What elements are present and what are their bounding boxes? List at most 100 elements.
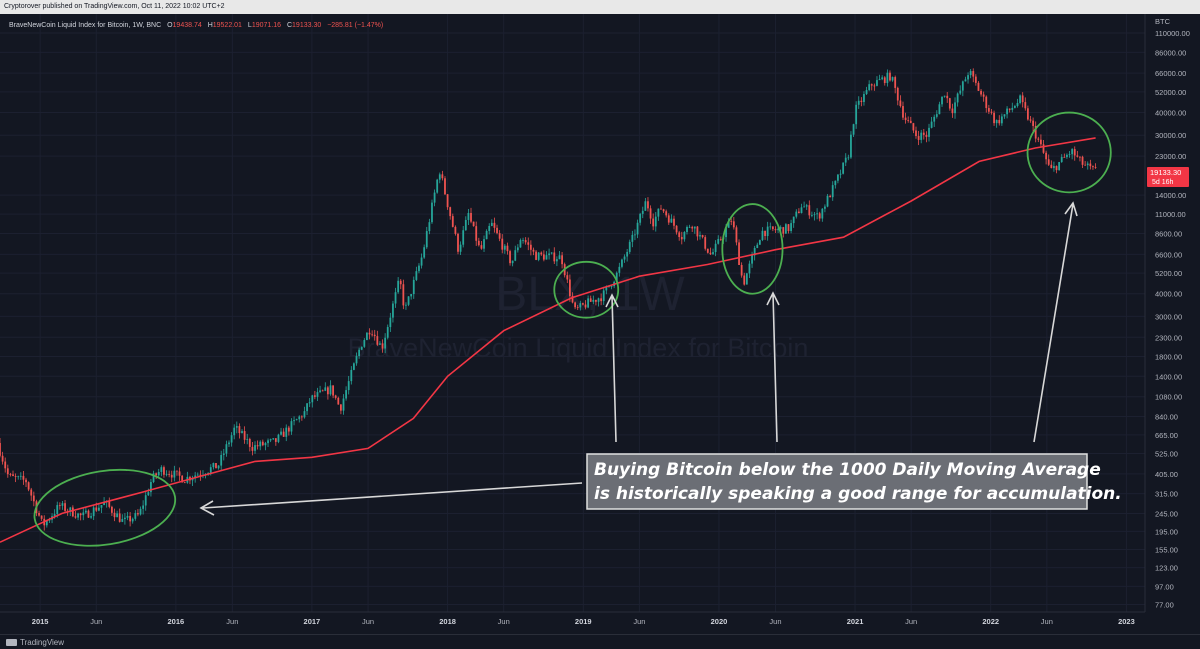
candle-body bbox=[399, 280, 402, 285]
candle-body bbox=[100, 505, 103, 508]
candle-body bbox=[147, 492, 150, 496]
candle-body bbox=[855, 104, 858, 125]
candle-body bbox=[402, 284, 405, 306]
candle-body bbox=[673, 218, 675, 226]
tradingview-icon bbox=[6, 639, 17, 646]
legend-close: 19133.30 bbox=[292, 22, 321, 29]
candle-body bbox=[134, 513, 137, 519]
candle-body bbox=[514, 250, 517, 261]
y-tick-label: 23000.00 bbox=[1155, 152, 1186, 161]
candle-body bbox=[647, 201, 649, 209]
candle-body bbox=[337, 397, 340, 405]
y-tick-label: 525.00 bbox=[1155, 449, 1178, 458]
candle-body bbox=[353, 363, 355, 370]
candle-body bbox=[493, 222, 496, 228]
candle-body bbox=[144, 495, 147, 506]
candle-body bbox=[608, 286, 610, 288]
candle-body bbox=[660, 208, 662, 210]
candle-body bbox=[150, 482, 152, 493]
candle-body bbox=[1006, 108, 1008, 115]
candle-body bbox=[303, 411, 306, 418]
price-tag: 19133.30 5d 16h bbox=[1147, 167, 1189, 187]
candle-body bbox=[191, 478, 194, 481]
price-chart[interactable]: BLX, 1W BraveNewCoin Liquid Index for Bi… bbox=[0, 14, 1200, 634]
y-tick-label: 14000.00 bbox=[1155, 191, 1186, 200]
candle-body bbox=[220, 454, 223, 466]
candle-body bbox=[467, 212, 470, 220]
candle-body bbox=[1019, 95, 1021, 103]
candle-body bbox=[516, 247, 519, 251]
candle-body bbox=[1058, 162, 1061, 171]
candle-body bbox=[826, 195, 829, 207]
candle-body bbox=[745, 273, 748, 285]
x-tick-label: 2020 bbox=[711, 617, 728, 626]
candle-body bbox=[1068, 154, 1071, 155]
candle-body bbox=[12, 474, 14, 476]
candle-body bbox=[631, 234, 634, 242]
candle-body bbox=[615, 272, 618, 282]
candle-body bbox=[969, 71, 972, 76]
y-tick-label: 30000.00 bbox=[1155, 131, 1186, 140]
y-tick-label: 155.00 bbox=[1155, 545, 1178, 554]
annotation-line-1: Buying Bitcoin below the 1000 Daily Movi… bbox=[594, 460, 1101, 480]
candle-body bbox=[574, 302, 577, 308]
candle-body bbox=[157, 471, 160, 476]
candle-body bbox=[69, 507, 72, 512]
candle-body bbox=[329, 385, 332, 395]
candle-body bbox=[181, 475, 184, 483]
x-tick-label: 2022 bbox=[982, 617, 999, 626]
candle-body bbox=[1050, 164, 1053, 169]
candle-body bbox=[277, 434, 280, 442]
y-tick-label: 110000.00 bbox=[1155, 29, 1190, 38]
highlight-circle bbox=[553, 260, 620, 319]
candle-body bbox=[454, 226, 457, 234]
candle-body bbox=[980, 90, 982, 95]
y-tick-label: 1800.00 bbox=[1155, 353, 1182, 362]
candle-body bbox=[209, 467, 212, 473]
candle-body bbox=[649, 208, 652, 219]
candle-body bbox=[696, 226, 699, 237]
candle-body bbox=[321, 390, 324, 392]
candle-body bbox=[800, 207, 803, 214]
candle-body bbox=[379, 343, 381, 345]
candle-body bbox=[524, 240, 527, 243]
candle-body bbox=[0, 442, 1, 456]
candle-body bbox=[1060, 157, 1063, 163]
candle-body bbox=[1047, 159, 1050, 165]
candle-body bbox=[155, 473, 158, 476]
candle-body bbox=[56, 505, 59, 515]
candle-body bbox=[553, 252, 556, 262]
candle-body bbox=[74, 516, 77, 518]
candle-body bbox=[126, 515, 129, 518]
candle-body bbox=[839, 173, 842, 175]
watermark-name: BraveNewCoin Liquid Index for Bitcoin bbox=[348, 333, 809, 363]
candle-body bbox=[959, 90, 962, 94]
candle-body bbox=[61, 503, 64, 506]
candle-body bbox=[433, 192, 436, 203]
candle-body bbox=[852, 124, 855, 135]
candle-body bbox=[811, 214, 813, 216]
candle-body bbox=[287, 427, 290, 432]
candle-body bbox=[714, 243, 717, 253]
candle-body bbox=[446, 194, 449, 208]
candle-body bbox=[113, 512, 116, 518]
candle-body bbox=[680, 237, 683, 240]
candle-body bbox=[797, 211, 800, 214]
candle-body bbox=[371, 334, 374, 336]
candle-body bbox=[688, 226, 691, 228]
candle-body bbox=[712, 252, 714, 255]
candle-body bbox=[709, 252, 712, 255]
candle-body bbox=[243, 431, 246, 440]
candle-body bbox=[290, 421, 293, 432]
candle-body bbox=[628, 241, 631, 252]
candle-body bbox=[103, 502, 105, 506]
y-tick-label: 665.00 bbox=[1155, 431, 1178, 440]
y-tick-label: 52000.00 bbox=[1155, 88, 1186, 97]
candle-body bbox=[121, 519, 124, 522]
candle-body bbox=[1053, 166, 1055, 169]
candle-body bbox=[22, 475, 25, 480]
candle-body bbox=[511, 260, 514, 264]
price-tag-countdown: 5d 16h bbox=[1152, 179, 1174, 186]
candle-body bbox=[529, 244, 532, 250]
candle-body bbox=[384, 337, 387, 349]
